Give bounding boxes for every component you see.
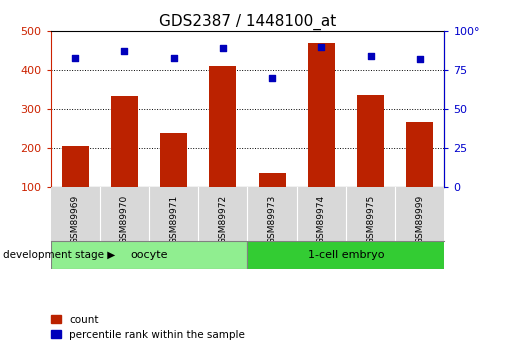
Text: GSM89974: GSM89974 bbox=[317, 195, 326, 244]
Bar bbox=[308, 43, 335, 187]
Text: 1-cell embryo: 1-cell embryo bbox=[308, 250, 384, 260]
Point bbox=[71, 55, 79, 60]
Text: GSM89971: GSM89971 bbox=[169, 195, 178, 244]
Text: GSM89972: GSM89972 bbox=[218, 195, 227, 244]
Bar bbox=[62, 146, 89, 187]
Legend: count, percentile rank within the sample: count, percentile rank within the sample bbox=[50, 315, 245, 340]
Text: oocyte: oocyte bbox=[130, 250, 168, 260]
Point bbox=[219, 46, 227, 51]
FancyBboxPatch shape bbox=[50, 241, 247, 269]
Text: GSM89973: GSM89973 bbox=[268, 195, 277, 244]
Title: GDS2387 / 1448100_at: GDS2387 / 1448100_at bbox=[159, 13, 336, 30]
Text: GSM89999: GSM89999 bbox=[415, 195, 424, 244]
Bar bbox=[406, 122, 433, 187]
Bar bbox=[357, 95, 384, 187]
Point bbox=[268, 75, 276, 80]
FancyBboxPatch shape bbox=[247, 241, 444, 269]
Point bbox=[317, 44, 325, 49]
Point bbox=[416, 56, 424, 62]
Bar bbox=[160, 133, 187, 187]
Text: GSM89970: GSM89970 bbox=[120, 195, 129, 244]
Point bbox=[367, 53, 375, 59]
Point bbox=[170, 55, 178, 60]
Text: development stage ▶: development stage ▶ bbox=[3, 250, 115, 260]
Text: GSM89969: GSM89969 bbox=[71, 195, 80, 244]
Bar bbox=[111, 96, 138, 187]
Bar bbox=[209, 66, 236, 187]
Point bbox=[120, 49, 128, 54]
Bar bbox=[259, 174, 286, 187]
Text: GSM89975: GSM89975 bbox=[366, 195, 375, 244]
